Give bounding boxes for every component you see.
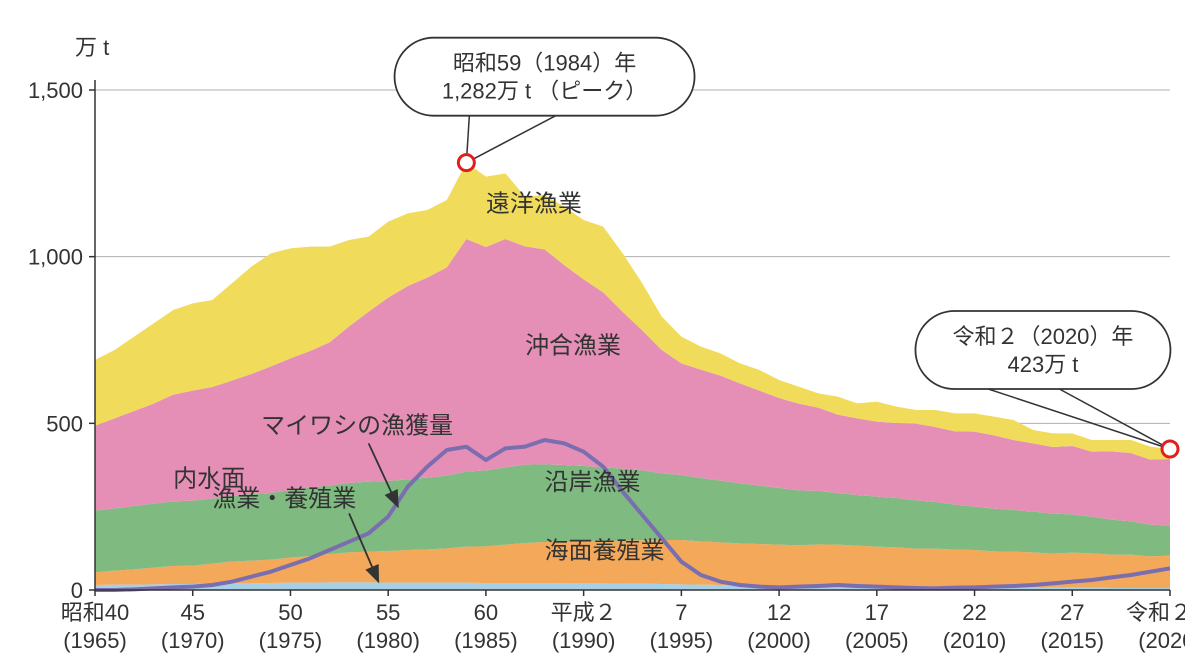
callout-marker (1162, 441, 1178, 457)
y-tick-label: 500 (46, 411, 83, 436)
x-tick-label-bottom: (1970) (161, 628, 225, 653)
callout-text: 昭和59（1984）年 (453, 51, 636, 76)
area-label: 海面養殖業 (545, 537, 665, 564)
area-label: 漁業・養殖業 (212, 486, 356, 513)
y-tick-label: 1,500 (28, 78, 83, 103)
x-tick-label-top: 平成２ (551, 600, 617, 625)
x-tick-label-bottom: (1975) (259, 628, 323, 653)
x-tick-label-top: 令和２年 (1126, 600, 1185, 625)
area-label: 遠洋漁業 (486, 191, 582, 218)
area-label: マイワシの漁獲量 (261, 412, 453, 439)
x-tick-label-bottom: (1965) (63, 628, 127, 653)
x-tick-label-top: 45 (180, 600, 204, 625)
x-tick-label-top: 12 (767, 600, 791, 625)
x-tick-label-bottom: (1985) (454, 628, 518, 653)
chart-container: 05001,0001,500万 t昭和40(1965)45(1970)50(19… (0, 0, 1185, 672)
x-tick-label-top: 55 (376, 600, 400, 625)
x-tick-label-bottom: (1995) (650, 628, 714, 653)
callout-text: 令和２（2020）年 (952, 324, 1133, 349)
x-tick-label-bottom: (1980) (356, 628, 420, 653)
x-tick-label-top: 22 (962, 600, 986, 625)
x-tick-label-top: 7 (675, 600, 687, 625)
x-tick-label-top: 17 (865, 600, 889, 625)
x-tick-label-bottom: (2000) (747, 628, 811, 653)
callout-text: 1,282万 t （ピーク） (442, 79, 647, 104)
callout-text: 423万 t (1007, 352, 1078, 377)
x-tick-label-bottom: (2015) (1040, 628, 1104, 653)
y-tick-label: 1,000 (28, 245, 83, 270)
x-tick-label-top: 50 (278, 600, 302, 625)
y-axis-label: 万 t (75, 35, 109, 60)
x-tick-label-top: 昭和40 (61, 600, 129, 625)
chart-svg: 05001,0001,500万 t昭和40(1965)45(1970)50(19… (0, 0, 1185, 672)
x-tick-label-bottom: (2010) (943, 628, 1007, 653)
callout-marker (458, 155, 474, 171)
x-tick-label-bottom: (2005) (845, 628, 909, 653)
area-label: 沖合漁業 (525, 332, 621, 359)
callout-box (395, 38, 695, 116)
x-tick-label-bottom: (1990) (552, 628, 616, 653)
x-tick-label-bottom: (2020) (1138, 628, 1185, 653)
x-tick-label-top: 60 (474, 600, 498, 625)
area-label: 沿岸漁業 (545, 469, 641, 496)
x-tick-label-top: 27 (1060, 600, 1084, 625)
callout-box (915, 311, 1170, 389)
